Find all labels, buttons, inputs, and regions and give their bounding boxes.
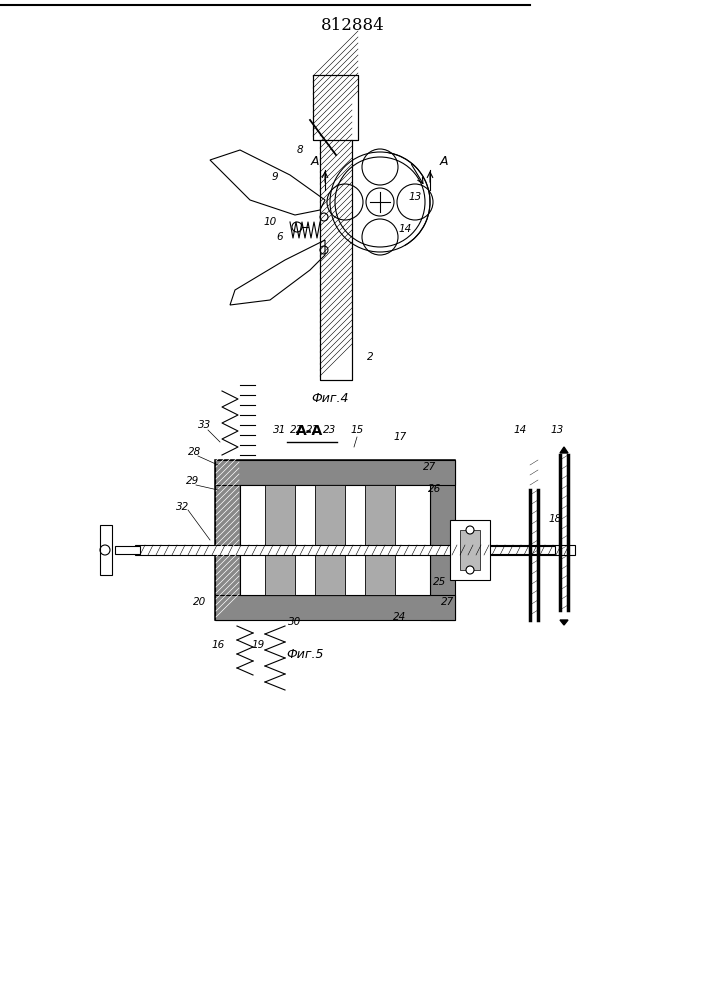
Text: 17: 17 bbox=[393, 432, 407, 442]
Bar bbox=[215, 460, 455, 485]
Bar bbox=[265, 485, 295, 595]
Circle shape bbox=[466, 526, 474, 534]
Text: 8: 8 bbox=[297, 145, 303, 155]
Text: 15: 15 bbox=[351, 425, 363, 435]
Text: 812884: 812884 bbox=[321, 16, 385, 33]
Text: 32: 32 bbox=[176, 502, 189, 512]
Text: 33: 33 bbox=[199, 420, 211, 430]
Text: A: A bbox=[311, 155, 320, 168]
Bar bbox=[315, 485, 345, 595]
Text: 6: 6 bbox=[276, 232, 284, 242]
Bar bbox=[313, 75, 358, 140]
Text: 31: 31 bbox=[274, 425, 286, 435]
Bar bbox=[215, 460, 455, 620]
Bar bbox=[460, 530, 480, 570]
Text: 26: 26 bbox=[428, 484, 442, 494]
Text: 10: 10 bbox=[264, 217, 276, 227]
Text: 13: 13 bbox=[550, 425, 563, 435]
Text: 18: 18 bbox=[549, 514, 561, 524]
Bar bbox=[450, 520, 490, 580]
Text: 25: 25 bbox=[433, 577, 447, 587]
Bar bbox=[320, 130, 352, 380]
Text: Фиг.5: Фиг.5 bbox=[286, 648, 324, 661]
Text: 2: 2 bbox=[367, 352, 373, 362]
Polygon shape bbox=[560, 447, 568, 453]
Text: 19: 19 bbox=[252, 640, 264, 650]
Bar bbox=[115, 546, 140, 554]
Bar bbox=[365, 485, 395, 595]
Polygon shape bbox=[560, 620, 568, 625]
Bar bbox=[313, 75, 358, 140]
Circle shape bbox=[466, 566, 474, 574]
Text: 9: 9 bbox=[271, 172, 279, 182]
Text: 30: 30 bbox=[288, 617, 302, 627]
Text: 22: 22 bbox=[291, 425, 303, 435]
Text: 29: 29 bbox=[187, 476, 199, 486]
Text: 23: 23 bbox=[323, 425, 337, 435]
Bar bbox=[100, 525, 112, 575]
Bar bbox=[240, 485, 430, 595]
Bar bbox=[215, 595, 455, 620]
Text: 21: 21 bbox=[306, 425, 320, 435]
Text: 28: 28 bbox=[188, 447, 201, 457]
Bar bbox=[485, 546, 555, 554]
Text: Фиг.4: Фиг.4 bbox=[311, 392, 349, 405]
Bar bbox=[215, 460, 240, 620]
Bar bbox=[135, 545, 575, 555]
Bar bbox=[430, 460, 455, 620]
Text: 24: 24 bbox=[393, 612, 407, 622]
Text: 20: 20 bbox=[194, 597, 206, 607]
Text: 27: 27 bbox=[423, 462, 437, 472]
Text: A-A: A-A bbox=[296, 424, 324, 438]
Circle shape bbox=[292, 222, 302, 232]
Text: 16: 16 bbox=[211, 640, 225, 650]
Text: 14: 14 bbox=[398, 224, 411, 234]
Text: 14: 14 bbox=[513, 425, 527, 435]
Bar bbox=[320, 130, 352, 380]
Text: 27: 27 bbox=[441, 597, 455, 607]
Text: A: A bbox=[440, 155, 448, 168]
Text: 13: 13 bbox=[409, 192, 421, 202]
